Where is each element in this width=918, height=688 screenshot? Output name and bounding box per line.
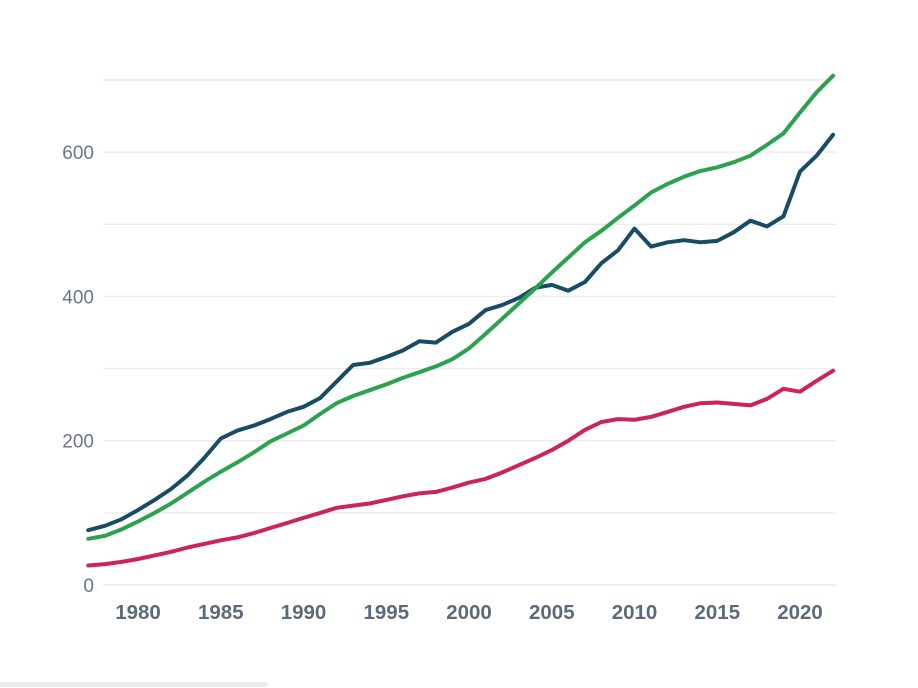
x-tick-label-2010: 2010 [612, 601, 658, 624]
x-tick-label-1990: 1990 [281, 601, 327, 624]
x-tick-label-2000: 2000 [446, 601, 492, 624]
y-tick-label-200: 200 [62, 432, 94, 453]
line-series-crimson[interactable] [86, 368, 836, 568]
line-series-navy[interactable] [86, 132, 836, 533]
footer-divider [0, 682, 267, 687]
x-tick-label-1980: 1980 [115, 601, 161, 624]
y-tick-label-400: 400 [62, 287, 94, 308]
x-tick-label-1995: 1995 [363, 601, 409, 624]
x-tick-label-2020: 2020 [777, 601, 823, 624]
line-series-green[interactable] [86, 73, 836, 541]
x-tick-label-1985: 1985 [198, 601, 244, 624]
x-tick-label-2005: 2005 [529, 601, 575, 624]
x-tick-label-2015: 2015 [694, 601, 740, 624]
y-tick-label-600: 600 [62, 143, 94, 164]
y-tick-label-0: 0 [83, 576, 94, 597]
